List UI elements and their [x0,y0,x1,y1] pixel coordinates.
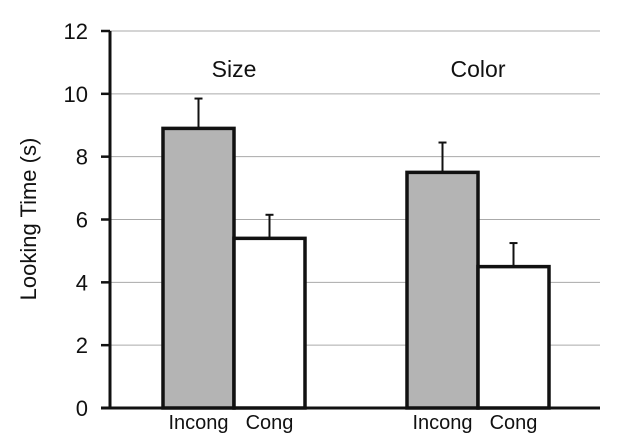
y-axis-title: Looking Time (s) [16,138,41,301]
bar-size-incong [161,126,236,410]
group-label: Size [212,56,257,82]
bar-color-cong [476,264,551,410]
y-tick-label: 10 [64,82,88,107]
x-category-label: Incong [412,412,472,434]
y-tick-label: 2 [76,333,88,358]
bars [161,97,551,410]
y-tick-label: 8 [76,145,88,170]
y-tick-label: 6 [76,208,88,233]
x-category-label: Cong [490,412,538,434]
axes [101,29,600,410]
x-category-label: Cong [246,412,294,434]
bar-color-incong [405,170,480,410]
y-tick-label: 12 [64,19,88,44]
x-category-label: Incong [168,412,228,434]
group-label: Color [451,56,506,82]
y-tick-label: 0 [76,396,88,421]
bar-size-cong [232,236,307,410]
labels: 0 2 4 6 8 10 12 Incong Cong Size Incong Cong Color [64,19,538,434]
y-tick-label: 4 [76,270,88,295]
